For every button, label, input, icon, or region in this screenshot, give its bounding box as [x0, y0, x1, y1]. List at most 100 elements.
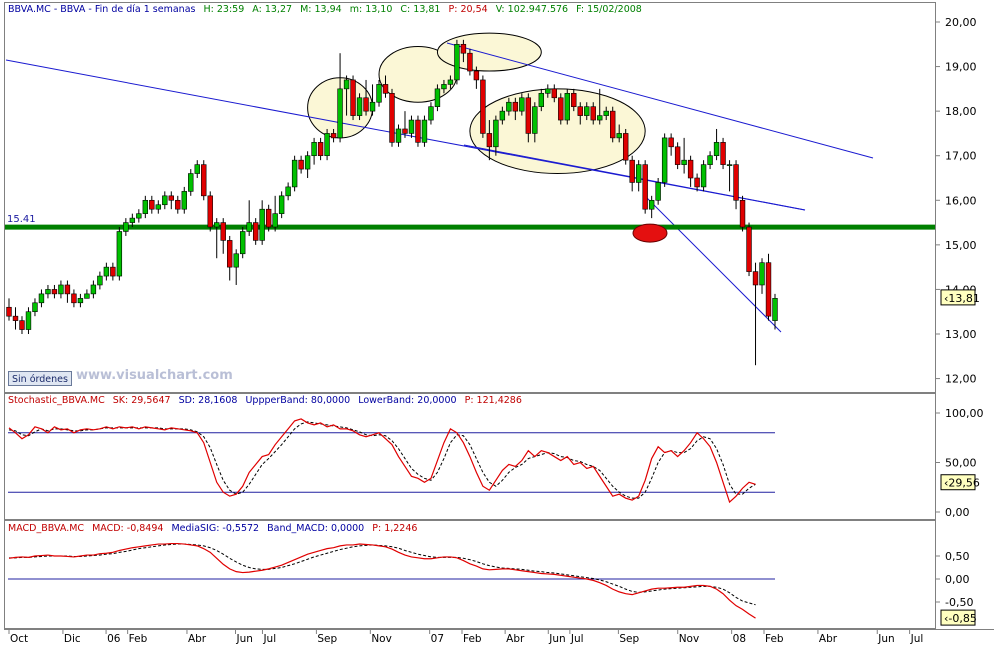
- candle-body: [317, 142, 324, 157]
- candle: [175, 195, 181, 214]
- candle: [149, 195, 155, 214]
- candle-body: [473, 70, 480, 81]
- candle: [564, 88, 570, 125]
- stochastic-last-label: ‹29,56: [944, 477, 980, 490]
- stochastic-axis: 100,00 50,00 0,00 ‹29,56: [935, 407, 984, 519]
- candle-body: [525, 97, 532, 134]
- candle: [694, 173, 700, 192]
- price-tick-label: 20,00: [945, 16, 977, 29]
- candle-body: [110, 266, 116, 277]
- candle-body: [389, 93, 395, 143]
- candle-body: [25, 311, 32, 330]
- candle: [363, 79, 369, 116]
- candle: [538, 88, 545, 112]
- candle: [577, 102, 583, 125]
- candle-body: [434, 88, 441, 107]
- candle: [661, 133, 668, 187]
- candle: [493, 115, 499, 156]
- candle: [428, 102, 434, 125]
- candle: [525, 93, 532, 143]
- candle-body: [38, 293, 45, 304]
- red-ellipse-marker: [632, 223, 668, 243]
- candle: [551, 84, 557, 103]
- candle-body: [564, 93, 570, 121]
- candle-body: [239, 231, 246, 255]
- candle-body: [194, 164, 200, 174]
- candle: [687, 155, 694, 187]
- date-tick-label: Jul: [262, 633, 276, 645]
- stochastic-sd-line: [8, 421, 756, 499]
- stochastic-last-box: [940, 474, 976, 491]
- candle-body: [415, 119, 421, 143]
- candle-body: [746, 226, 752, 272]
- trendline-2: [446, 42, 874, 159]
- macd-panel: [8, 542, 775, 619]
- date-tick-label: Jul: [910, 633, 924, 645]
- macd-last-label: ‹-0,85: [944, 612, 977, 625]
- price-tick-label: 18,00: [945, 105, 977, 118]
- support-line: 15.41: [5, 214, 935, 230]
- candle: [123, 218, 129, 236]
- candle: [64, 280, 71, 303]
- candle-body: [45, 289, 51, 295]
- date-tick-label: Feb: [129, 633, 148, 645]
- date-tick-label: Sep: [619, 633, 639, 645]
- candle: [421, 115, 428, 147]
- trendline-4: [644, 195, 782, 333]
- candle: [519, 93, 525, 116]
- candle: [233, 249, 239, 285]
- candle-body: [726, 164, 733, 166]
- candle: [51, 284, 58, 299]
- candle-body: [629, 159, 635, 183]
- candle: [681, 137, 687, 174]
- candle-body: [551, 88, 557, 99]
- candle-body: [571, 93, 577, 107]
- price-header: BBVA.MC - BBVA - Fin de día 1 semanas H:…: [8, 4, 642, 15]
- candle-body: [227, 240, 233, 268]
- candle-body: [590, 106, 596, 121]
- candle: [545, 84, 551, 98]
- macd-last-box: [940, 609, 976, 626]
- candle: [506, 97, 512, 116]
- macd-axis: 0,50 0,00 -0,50 ‹-0,85: [935, 550, 977, 626]
- candle: [759, 258, 765, 294]
- candle-body: [382, 84, 389, 94]
- candle-body: [233, 253, 239, 268]
- stochastic-header: Stochastic_BBVA.MC SK: 29,5647 SD: 28,16…: [8, 395, 522, 406]
- candle: [486, 120, 493, 161]
- candle-body: [19, 320, 25, 330]
- candle-body: [168, 195, 174, 201]
- candle-body: [441, 84, 447, 90]
- orders-button[interactable]: Sin órdenes: [8, 371, 72, 386]
- candle-body: [155, 204, 162, 210]
- candle-body: [188, 173, 194, 192]
- candle: [188, 169, 194, 196]
- candle-body: [6, 306, 12, 317]
- candle-body: [558, 97, 564, 121]
- candle-body: [58, 284, 64, 295]
- price-axis: 20,0019,0018,0017,0016,0015,0014,0013,00…: [935, 16, 980, 386]
- candle-body: [207, 195, 213, 228]
- candle-body: [369, 101, 376, 112]
- candle: [415, 115, 421, 147]
- candle-body: [545, 88, 551, 94]
- candle: [317, 137, 324, 161]
- stochastic-tick-label: 100,00: [945, 407, 984, 420]
- candle-body: [71, 293, 77, 304]
- candle-body: [116, 231, 123, 277]
- stochastic-tick-label: 50,00: [945, 457, 977, 470]
- candle-body: [713, 142, 720, 157]
- candle: [603, 106, 609, 121]
- red-marker: [632, 223, 668, 243]
- candle-body: [252, 222, 259, 241]
- stochastic-sk-line: [8, 418, 756, 504]
- candle-body: [610, 110, 616, 139]
- candle-body: [603, 110, 609, 116]
- candle-body: [103, 266, 110, 277]
- candle: [726, 160, 733, 192]
- candle: [84, 289, 90, 299]
- price-tick-label: 15,00: [945, 239, 977, 252]
- candle-body: [350, 79, 356, 116]
- candle-body: [330, 133, 337, 139]
- candle: [337, 53, 343, 143]
